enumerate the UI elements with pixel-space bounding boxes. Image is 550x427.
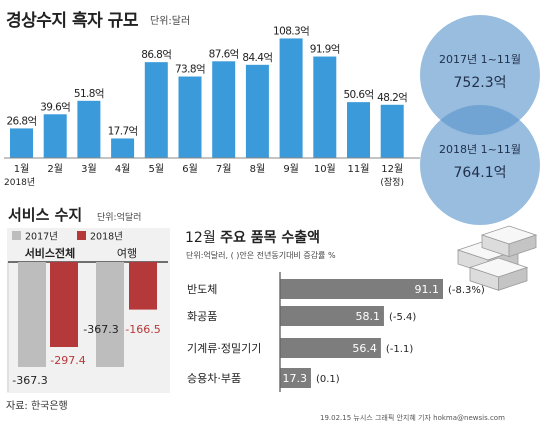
export-value-label: 58.1: [355, 310, 380, 323]
export-value-label: 56.4: [352, 342, 377, 355]
summary-value: 752.3억: [454, 75, 507, 91]
month-value-label: 108.3억: [273, 25, 309, 37]
services-category-label: 서비스전체: [25, 246, 76, 260]
services-bar: [96, 262, 124, 367]
money-box-icon: [456, 225, 538, 291]
month-tick-label: 11월: [348, 163, 370, 175]
summary-bubble: [420, 105, 540, 225]
services-category-label: 여행: [117, 247, 137, 260]
month-value-label: 51.8억: [74, 88, 104, 100]
services-unit: 단위:억달러: [97, 213, 142, 223]
month-value-label: 87.6억: [209, 48, 239, 60]
month-value-label: 48.2억: [377, 92, 407, 104]
exports-title: 12월 주요 품목 수출액: [185, 227, 320, 247]
month-tick-label: 5월: [149, 163, 165, 175]
legend-label: 2018년: [90, 232, 123, 243]
export-value-label: 91.1: [415, 283, 440, 296]
services-bar: [50, 262, 78, 348]
summary-bubbles: 2017년 1~11월 752.3억 2018년 1~11월 764.1억: [420, 15, 540, 225]
month-value-label: 73.8억: [175, 64, 205, 76]
services-bar: [129, 262, 157, 310]
services-value-label: -367.3: [12, 374, 47, 387]
services-value-label: -166.5: [125, 323, 160, 336]
year-label: 2018년: [4, 177, 35, 188]
summary-bubble: [420, 15, 540, 135]
summary-value: 764.1억: [454, 165, 507, 181]
month-bar: [313, 56, 337, 158]
month-tick-label: 9월: [283, 163, 299, 175]
summary-period: 2018년 1~11월: [439, 143, 521, 156]
month-tick-label: 10월: [314, 163, 336, 175]
month-value-label: 39.6억: [40, 101, 70, 113]
export-category-label: 화공품: [187, 310, 217, 323]
export-category-label: 기계류·정밀기기: [187, 342, 261, 355]
month-tick-label: 1월: [14, 163, 30, 175]
source-note: 자료: 한국은행: [6, 401, 68, 412]
month-bar: [212, 61, 236, 159]
month-bar: [10, 128, 33, 158]
month-tick-label: 12월: [381, 163, 403, 175]
month-tick-label: 6월: [182, 163, 198, 175]
export-bar: [280, 279, 443, 299]
month-value-label: 91.9억: [310, 44, 340, 56]
export-bar: [280, 338, 381, 358]
exports-note: 단위:억달러, ( )안은 전년동기대비 증감률 %: [186, 251, 336, 260]
month-note-label: (잠정): [380, 177, 404, 188]
month-value-label: 84.4억: [242, 52, 272, 64]
export-change-label: (-8.3%): [448, 285, 485, 296]
month-value-label: 26.8억: [6, 115, 36, 127]
month-tick-label: 8월: [250, 163, 266, 175]
month-bar: [245, 64, 269, 158]
month-bar: [279, 38, 303, 158]
main-title: 경상수지 흑자 규모: [6, 11, 138, 31]
credit-line: 19.02.15 뉴시스 그래픽 안지혜 기자 hokma@newsis.com: [320, 414, 505, 422]
export-value-label: 17.3: [282, 372, 307, 385]
legend-label: 2017년: [25, 232, 58, 243]
exports-title-plain: 12월: [185, 230, 221, 246]
export-category-label: 반도체: [187, 283, 217, 296]
month-value-label: 17.7억: [108, 125, 138, 137]
main-unit: 단위:달러: [150, 16, 191, 27]
month-bar: [111, 138, 135, 158]
services-value-label: -297.4: [50, 354, 85, 367]
summary-period: 2017년 1~11월: [439, 53, 521, 66]
month-bar: [144, 62, 168, 158]
month-bar: [77, 100, 101, 158]
monthly-bars: 26.8억 1월 39.6억 2월 51.8억 3월 17.7억 4월 86.8억 5월 73.8억…: [4, 25, 420, 188]
bundle-right: [508, 234, 537, 258]
exports-title-bold: 주요 품목 수출액: [220, 230, 321, 246]
services-bar: [18, 262, 46, 367]
services-title: 서비스 수지: [8, 206, 83, 224]
services-value-label: -367.3: [83, 323, 118, 336]
export-change-label: (0.1): [316, 374, 340, 385]
bundle-right: [498, 266, 528, 291]
month-bar: [347, 102, 370, 158]
month-bar: [178, 76, 202, 158]
month-bar: [43, 114, 67, 158]
legend-swatch: [77, 231, 86, 240]
export-category-label: 승용차·부품: [187, 372, 241, 385]
export-change-label: (-5.4): [389, 312, 416, 323]
month-value-label: 86.8억: [141, 49, 171, 61]
export-change-label: (-1.1): [386, 344, 413, 355]
month-bar: [380, 104, 404, 158]
month-value-label: 50.6억: [343, 89, 373, 101]
month-tick-label: 7월: [216, 163, 232, 175]
exports-chart: 반도체 91.1 (-8.3%) 화공품 58.1 (-5.4) 기계류·정밀기기 56.4 (…: [187, 272, 485, 392]
month-tick-label: 3월: [81, 163, 97, 175]
month-tick-label: 2월: [47, 163, 63, 175]
export-bar: [280, 368, 311, 388]
legend-swatch: [12, 231, 21, 240]
month-tick-label: 4월: [115, 163, 131, 175]
export-bar: [280, 306, 384, 326]
